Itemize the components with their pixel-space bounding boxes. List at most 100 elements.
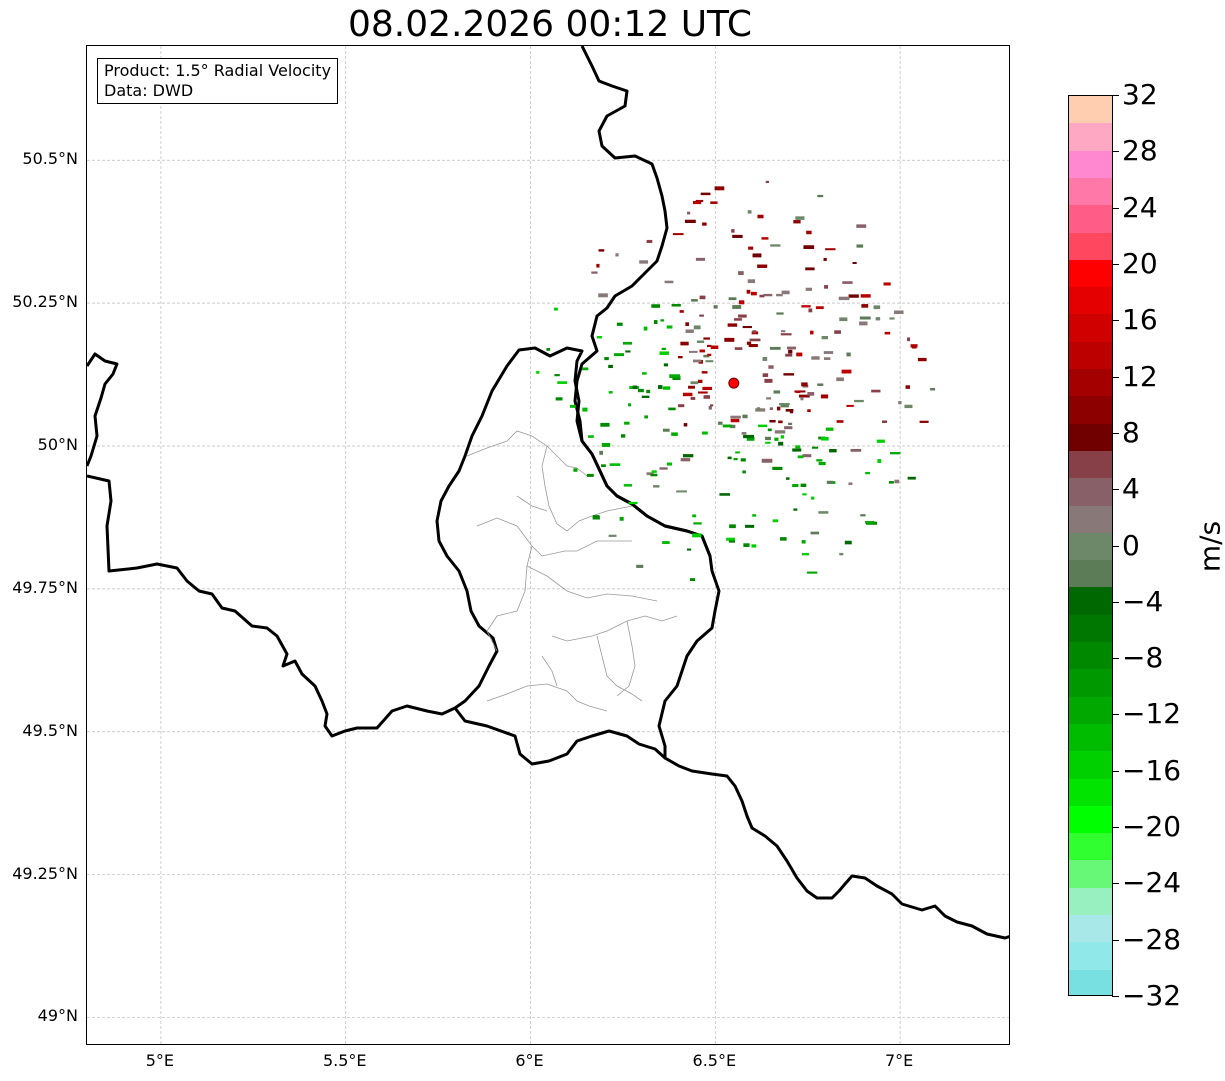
echo-pixel	[678, 355, 683, 359]
echo-pixel	[659, 467, 668, 470]
colorbar-segment	[1069, 123, 1112, 152]
echo-pixel	[776, 312, 784, 315]
echo-pixel	[752, 330, 757, 334]
colorbar-tick-mark	[1112, 95, 1119, 96]
map-canvas[interactable]	[87, 46, 1010, 1045]
echo-pixel	[823, 351, 834, 354]
echo-pixel	[683, 423, 688, 427]
germany-west-border	[573, 46, 712, 557]
echo-pixel	[767, 428, 772, 432]
echo-pixel	[699, 295, 706, 300]
echo-pixel	[768, 365, 774, 369]
colorbar-tick-mark	[1112, 714, 1119, 716]
echo-pixel	[663, 363, 669, 367]
echo-pixel	[730, 415, 741, 419]
colorbar-tick-label: 28	[1122, 134, 1158, 168]
echo-pixel	[731, 229, 735, 233]
echo-pixel	[769, 419, 776, 423]
colorbar-segment	[1069, 860, 1112, 889]
echo-pixel	[702, 386, 713, 391]
echo-pixel	[706, 344, 712, 348]
echo-pixel	[762, 373, 769, 377]
echo-pixel	[668, 407, 676, 411]
colorbar-segment	[1069, 369, 1112, 398]
echo-pixel	[823, 357, 831, 360]
colorbar-segment	[1069, 505, 1112, 534]
colorbar-tick-mark	[1112, 151, 1119, 153]
echo-pixel	[802, 493, 807, 496]
echo-pixel	[860, 294, 871, 298]
germany-luxembourg-border	[664, 756, 1009, 940]
colorbar-tick-mark	[1112, 432, 1119, 434]
product-info-box: Product: 1.5° Radial Velocity Data: DWD	[97, 58, 339, 104]
colorbar-tick-mark	[1112, 827, 1119, 829]
echo-pixel	[776, 406, 781, 411]
echo-pixel	[785, 353, 793, 357]
echo-pixel	[811, 446, 819, 449]
echo-pixel	[586, 473, 594, 477]
echo-pixel	[650, 473, 658, 477]
echo-pixel	[701, 431, 708, 435]
lat-tick-label: 50.5°N	[22, 149, 78, 169]
echo-pixel	[592, 515, 600, 520]
echo-pixel	[877, 459, 882, 463]
echo-pixel	[691, 299, 698, 302]
echo-pixel	[850, 448, 862, 452]
echo-pixel	[591, 271, 598, 274]
colorbar-segment	[1069, 833, 1112, 862]
echo-pixel	[730, 418, 740, 423]
colorbar-tick-label: 32	[1122, 78, 1158, 111]
colorbar-segment	[1069, 723, 1112, 753]
echo-pixel	[778, 441, 784, 446]
echo-pixel	[705, 360, 714, 363]
echo-pixel	[793, 508, 798, 511]
echo-pixel	[846, 352, 851, 357]
echo-pixel	[764, 378, 773, 383]
echo-pixel	[836, 377, 844, 382]
echo-pixel	[810, 531, 820, 535]
colorbar-segment	[1069, 314, 1112, 343]
echo-pixel	[557, 381, 568, 384]
map-plot-area[interactable]	[86, 45, 1010, 1045]
echo-pixel	[856, 224, 867, 228]
echo-pixel	[856, 244, 864, 248]
echo-pixel	[745, 524, 755, 528]
echo-pixel	[555, 397, 563, 401]
echo-pixel	[735, 451, 740, 454]
echo-pixel	[686, 548, 692, 551]
radar-echoes	[536, 180, 936, 581]
echo-pixel	[734, 347, 743, 350]
echo-pixel	[573, 468, 578, 472]
echo-pixel	[671, 432, 678, 436]
echo-pixel	[625, 350, 631, 353]
echo-pixel	[672, 233, 684, 236]
colorbar	[1068, 95, 1113, 996]
colorbar-segment	[1069, 396, 1112, 425]
echo-pixel	[805, 287, 813, 291]
colorbar-segment	[1069, 942, 1112, 971]
colorbar-segment	[1069, 805, 1112, 835]
echo-pixel	[919, 420, 929, 423]
echo-pixel	[688, 385, 695, 389]
echo-pixel	[702, 222, 707, 226]
echo-pixel	[680, 341, 689, 346]
echo-pixel	[692, 514, 697, 518]
echo-pixel	[811, 356, 820, 360]
echo-pixel	[599, 450, 603, 455]
echo-pixel	[802, 454, 812, 458]
echo-pixel	[875, 317, 881, 321]
echo-pixel	[646, 472, 654, 476]
echo-pixel	[757, 264, 768, 268]
echo-pixel	[628, 501, 638, 505]
echo-pixel	[801, 382, 808, 387]
colorbar-tick-mark	[1112, 658, 1119, 660]
lon-tick-label: 7°E	[884, 1051, 914, 1070]
echo-pixel	[786, 346, 797, 350]
echo-pixel	[598, 293, 608, 298]
echo-pixel	[692, 200, 702, 205]
echo-pixel	[781, 290, 790, 295]
echo-pixel	[732, 234, 743, 238]
echo-pixel	[818, 461, 826, 466]
echo-pixel	[719, 493, 730, 496]
radar-site-marker[interactable]	[728, 377, 740, 389]
